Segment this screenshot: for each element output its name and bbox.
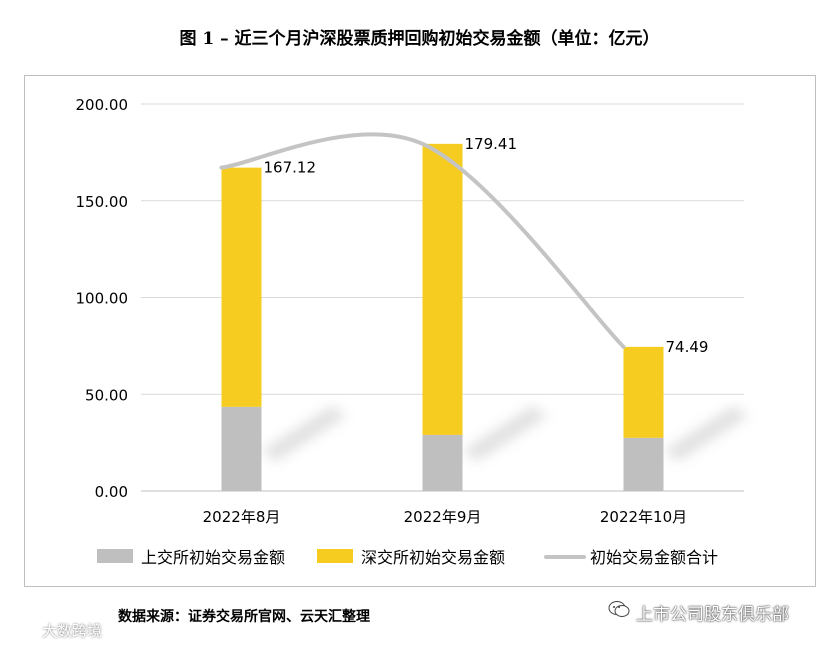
bar-szse [422, 143, 463, 435]
data-label: 167.12 [264, 159, 317, 177]
bar-shadow [663, 406, 749, 461]
y-tick-label: 100.00 [76, 290, 129, 308]
source-note: 数据来源：证券交易所官网、云天汇整理 [118, 609, 370, 625]
bar-sse [623, 437, 664, 491]
legend-label: 初始交易金额合计 [590, 548, 718, 567]
legend-label: 深交所初始交易金额 [361, 548, 505, 567]
y-tick-label: 150.00 [76, 193, 129, 211]
stacked-bar-chart: 0.00 50.00 100.00 150.00 200.00 167.12 179.41… [76, 96, 749, 567]
bar-szse [623, 346, 664, 438]
data-label: 179.41 [465, 135, 518, 153]
x-tick-label: 2022年9月 [404, 508, 482, 526]
chart-title: 图 1 – 近三个月沪深股票质押回购初始交易金额（单位：亿元） [179, 29, 660, 49]
chart-panel [24, 75, 816, 587]
x-tick-label: 2022年8月 [203, 508, 281, 526]
watermark-logo-icon [8, 621, 38, 641]
bar-szse [221, 167, 262, 407]
bar-sse [221, 406, 262, 491]
legend-swatch-szse [317, 549, 353, 563]
x-tick-label: 2022年10月 [600, 508, 687, 526]
legend-label: 上交所初始交易金额 [141, 548, 285, 567]
brand-text: 上市公司股东俱乐部 [636, 605, 789, 625]
bar-shadow [462, 406, 548, 461]
legend-swatch-sse [97, 549, 133, 563]
watermark: 大数跨境 [8, 620, 102, 641]
wechat-icon [608, 601, 630, 622]
brand-mark: 上市公司股东俱乐部 [608, 600, 789, 625]
y-tick-label: 0.00 [95, 483, 128, 501]
bar-shadow [261, 406, 347, 461]
y-tick-label: 50.00 [85, 386, 128, 404]
y-tick-label: 200.00 [76, 96, 129, 114]
watermark-text: 大数跨境 [42, 622, 103, 640]
total-line [219, 132, 626, 349]
bar-sse [422, 434, 463, 491]
data-label: 74.49 [666, 338, 709, 356]
